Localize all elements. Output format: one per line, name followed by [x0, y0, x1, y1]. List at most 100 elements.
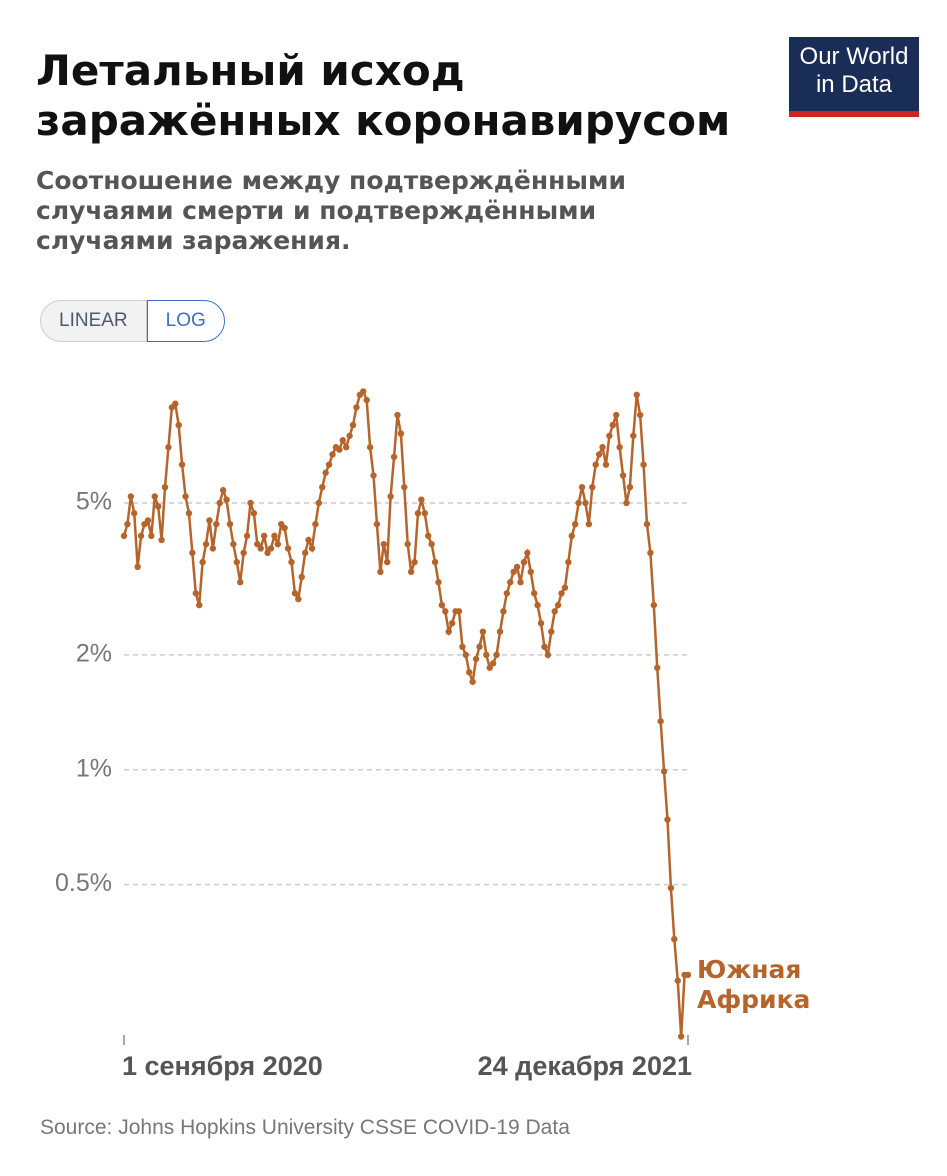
data-point — [606, 432, 613, 439]
data-point — [565, 558, 572, 566]
data-point — [483, 651, 490, 659]
data-point — [643, 520, 651, 528]
data-point — [165, 444, 172, 451]
x-tick-label: 24 декабря 2021 — [478, 1051, 692, 1081]
log-button[interactable]: LOG — [146, 300, 225, 342]
data-point — [575, 499, 582, 507]
data-point — [288, 558, 295, 566]
data-point — [623, 499, 630, 507]
data-point — [339, 437, 346, 444]
data-point — [390, 453, 398, 461]
data-point — [349, 421, 357, 429]
data-point — [455, 608, 463, 615]
data-point — [363, 396, 370, 404]
data-point — [472, 655, 480, 663]
data-point — [530, 590, 538, 597]
data-point — [257, 545, 264, 552]
data-point — [442, 608, 449, 615]
series-line — [122, 389, 688, 1037]
data-point — [667, 884, 675, 892]
data-point — [178, 461, 186, 468]
data-point — [319, 483, 326, 491]
data-point — [185, 510, 193, 517]
data-point — [237, 579, 244, 586]
data-point — [284, 545, 292, 552]
data-point — [151, 493, 158, 500]
data-point — [589, 483, 596, 491]
data-point — [202, 540, 210, 548]
data-point — [291, 590, 299, 597]
data-point — [517, 579, 524, 586]
data-point — [585, 520, 593, 528]
data-point — [448, 620, 456, 627]
data-point — [582, 499, 589, 507]
data-point — [158, 536, 165, 544]
data-point — [592, 461, 599, 468]
data-point — [647, 549, 654, 557]
data-point — [308, 545, 316, 552]
data-point — [602, 461, 610, 468]
data-point — [274, 540, 282, 548]
data-point — [657, 718, 664, 725]
data-point — [134, 563, 141, 571]
data-point — [613, 411, 620, 419]
data-point — [496, 628, 504, 635]
data-point — [233, 558, 240, 566]
data-point — [520, 558, 528, 566]
data-point — [469, 678, 476, 685]
data-point — [124, 520, 131, 528]
data-point — [240, 549, 247, 557]
data-point — [196, 601, 203, 609]
data-point — [315, 499, 323, 507]
data-point — [353, 404, 360, 411]
data-point — [503, 590, 511, 597]
data-point — [161, 483, 169, 491]
data-point — [370, 472, 377, 479]
data-point — [636, 411, 644, 419]
data-point — [541, 643, 548, 650]
data-point — [489, 660, 497, 667]
data-point — [380, 540, 387, 548]
data-point — [418, 496, 425, 503]
data-point — [209, 545, 217, 552]
data-point — [684, 971, 692, 979]
linear-button[interactable]: LINEAR — [40, 300, 147, 342]
subtitle: Соотношение между подтверждёнными случая… — [36, 166, 626, 255]
data-point — [360, 388, 367, 395]
data-point — [377, 568, 384, 576]
data-point — [404, 540, 411, 548]
data-point — [271, 532, 278, 540]
x-tick-label: 1 сенября 2020 — [122, 1051, 323, 1081]
data-point — [154, 503, 162, 510]
data-point — [524, 549, 531, 557]
data-point — [401, 483, 408, 491]
y-tick-label: 0.5% — [55, 869, 112, 897]
data-point — [243, 532, 251, 540]
data-point — [554, 601, 562, 609]
data-point — [230, 540, 237, 548]
data-point — [384, 558, 391, 566]
data-point — [619, 472, 627, 479]
data-point — [346, 432, 353, 439]
data-point — [630, 432, 637, 439]
data-point — [626, 483, 634, 491]
data-point — [182, 493, 189, 500]
data-point — [578, 483, 586, 491]
data-point — [325, 461, 333, 468]
data-point — [264, 549, 271, 557]
data-point — [267, 545, 275, 552]
data-point — [219, 487, 227, 494]
data-point — [537, 620, 545, 627]
data-point — [127, 493, 135, 500]
logo[interactable]: Our World in Data — [789, 37, 919, 117]
data-point — [572, 520, 579, 528]
data-point — [260, 532, 268, 540]
scale-toggle: LINEAR LOG — [40, 300, 225, 342]
data-point — [298, 573, 305, 581]
data-point — [660, 768, 668, 775]
data-point — [513, 563, 521, 571]
data-point — [397, 430, 405, 437]
data-point — [599, 444, 606, 451]
data-point — [175, 421, 182, 429]
data-point — [500, 608, 507, 615]
